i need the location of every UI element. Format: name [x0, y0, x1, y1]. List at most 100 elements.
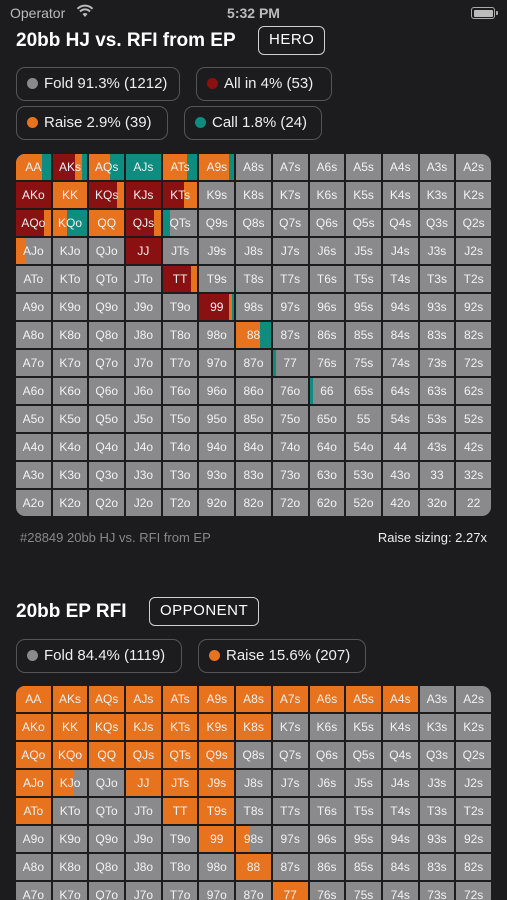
hand-cell-A9o[interactable]: A9o — [16, 294, 51, 320]
hand-cell-A7s[interactable]: A7s — [272, 154, 308, 180]
hand-cell-52o[interactable]: 52o — [346, 490, 381, 516]
hand-cell-QJo[interactable]: QJo — [89, 770, 125, 796]
hand-cell-QQ[interactable]: QQ — [89, 742, 125, 768]
hand-cell-95s[interactable]: 95s — [346, 294, 381, 320]
hand-cell-97s[interactable]: 97s — [272, 294, 308, 320]
hand-cell-QJo[interactable]: QJo — [89, 238, 125, 264]
hand-cell-JJ[interactable]: JJ — [126, 238, 161, 264]
hand-cell-AJo[interactable]: AJo — [16, 238, 51, 264]
hand-cell-65s[interactable]: 65s — [346, 378, 381, 404]
hand-cell-A9o[interactable]: A9o — [16, 826, 51, 852]
hand-cell-44[interactable]: 44 — [382, 434, 418, 460]
hand-cell-T9s[interactable]: T9s — [199, 266, 235, 292]
hand-cell-A5s[interactable]: A5s — [346, 154, 381, 180]
hand-cell-K7s[interactable]: K7s — [272, 182, 308, 208]
hand-cell-KJo[interactable]: KJo — [52, 238, 88, 264]
hand-cell-KQo[interactable]: KQo — [52, 210, 88, 236]
hand-cell-65o[interactable]: 65o — [309, 406, 345, 432]
hand-cell-75s[interactable]: 75s — [346, 882, 381, 900]
hand-cell-J9o[interactable]: J9o — [126, 826, 161, 852]
hand-cell-97o[interactable]: 97o — [199, 350, 235, 376]
hand-cell-83s[interactable]: 83s — [419, 322, 455, 348]
hand-cell-JTo[interactable]: JTo — [126, 798, 161, 824]
hand-cell-94o[interactable]: 94o — [199, 434, 235, 460]
hand-cell-T8s[interactable]: T8s — [236, 266, 271, 292]
hand-cell-T3o[interactable]: T3o — [162, 462, 198, 488]
hand-cell-99[interactable]: 99 — [199, 294, 235, 320]
hand-cell-T4s[interactable]: T4s — [382, 798, 418, 824]
hand-cell-T7o[interactable]: T7o — [162, 350, 198, 376]
hand-cell-87s[interactable]: 87s — [272, 854, 308, 880]
hand-cell-J9s[interactable]: J9s — [199, 770, 235, 796]
hand-cell-JJ[interactable]: JJ — [126, 770, 161, 796]
hand-cell-43s[interactable]: 43s — [419, 434, 455, 460]
hand-cell-75s[interactable]: 75s — [346, 350, 381, 376]
hand-cell-85s[interactable]: 85s — [346, 322, 381, 348]
hand-cell-97s[interactable]: 97s — [272, 826, 308, 852]
hand-cell-A5s[interactable]: A5s — [346, 686, 381, 712]
hand-cell-J3s[interactable]: J3s — [419, 238, 455, 264]
hand-cell-J3s[interactable]: J3s — [419, 770, 455, 796]
hand-cell-98s[interactable]: 98s — [236, 294, 271, 320]
hand-cell-42o[interactable]: 42o — [382, 490, 418, 516]
hand-cell-77[interactable]: 77 — [272, 350, 308, 376]
hand-cell-82s[interactable]: 82s — [456, 854, 491, 880]
hand-cell-Q6s[interactable]: Q6s — [309, 210, 345, 236]
hand-cell-Q4o[interactable]: Q4o — [89, 434, 125, 460]
hand-cell-A9s[interactable]: A9s — [199, 686, 235, 712]
hand-cell-T6o[interactable]: T6o — [162, 378, 198, 404]
hand-cell-J2s[interactable]: J2s — [456, 770, 491, 796]
legend-fold-pill-opponent[interactable]: Fold 84.4% (1119) — [16, 639, 182, 673]
hand-cell-T3s[interactable]: T3s — [419, 798, 455, 824]
hand-cell-A7s[interactable]: A7s — [272, 686, 308, 712]
hand-cell-62o[interactable]: 62o — [309, 490, 345, 516]
hand-cell-J9o[interactable]: J9o — [126, 294, 161, 320]
hand-cell-84s[interactable]: 84s — [382, 854, 418, 880]
hand-cell-ATs[interactable]: ATs — [162, 686, 198, 712]
hand-cell-AJs[interactable]: AJs — [126, 686, 161, 712]
hand-cell-94s[interactable]: 94s — [382, 826, 418, 852]
hand-cell-ATs[interactable]: ATs — [162, 154, 198, 180]
hand-cell-A3s[interactable]: A3s — [419, 154, 455, 180]
hand-cell-95s[interactable]: 95s — [346, 826, 381, 852]
hand-cell-85o[interactable]: 85o — [236, 406, 271, 432]
hand-cell-76s[interactable]: 76s — [309, 350, 345, 376]
hand-cell-J6o[interactable]: J6o — [126, 378, 161, 404]
hand-cell-72s[interactable]: 72s — [456, 350, 491, 376]
hand-cell-64s[interactable]: 64s — [382, 378, 418, 404]
hand-cell-AJo[interactable]: AJo — [16, 770, 51, 796]
hand-cell-T6s[interactable]: T6s — [309, 266, 345, 292]
hand-cell-QJs[interactable]: QJs — [126, 210, 161, 236]
hand-cell-K5s[interactable]: K5s — [346, 714, 381, 740]
hand-cell-75o[interactable]: 75o — [272, 406, 308, 432]
hand-cell-AQs[interactable]: AQs — [89, 154, 125, 180]
hand-cell-93s[interactable]: 93s — [419, 826, 455, 852]
hand-cell-AKs[interactable]: AKs — [52, 154, 88, 180]
hand-cell-96s[interactable]: 96s — [309, 294, 345, 320]
hand-cell-T7o[interactable]: T7o — [162, 882, 198, 900]
hand-cell-J8o[interactable]: J8o — [126, 854, 161, 880]
hand-cell-93s[interactable]: 93s — [419, 294, 455, 320]
hand-cell-J4s[interactable]: J4s — [382, 770, 418, 796]
hand-cell-J6s[interactable]: J6s — [309, 238, 345, 264]
hand-cell-JTs[interactable]: JTs — [162, 238, 198, 264]
hand-cell-K9s[interactable]: K9s — [199, 714, 235, 740]
hand-cell-A2s[interactable]: A2s — [456, 686, 491, 712]
hand-cell-AA[interactable]: AA — [16, 154, 51, 180]
hand-cell-KQs[interactable]: KQs — [89, 182, 125, 208]
hand-cell-A7o[interactable]: A7o — [16, 350, 51, 376]
hand-cell-K4s[interactable]: K4s — [382, 182, 418, 208]
hand-cell-K6s[interactable]: K6s — [309, 714, 345, 740]
hand-cell-84o[interactable]: 84o — [236, 434, 271, 460]
hand-cell-A8s[interactable]: A8s — [236, 686, 271, 712]
hand-cell-43o[interactable]: 43o — [382, 462, 418, 488]
hand-cell-TT[interactable]: TT — [162, 798, 198, 824]
hand-cell-QTo[interactable]: QTo — [89, 798, 125, 824]
hand-cell-T7s[interactable]: T7s — [272, 798, 308, 824]
hand-cell-A6o[interactable]: A6o — [16, 378, 51, 404]
hand-cell-A3o[interactable]: A3o — [16, 462, 51, 488]
hand-cell-T4o[interactable]: T4o — [162, 434, 198, 460]
hand-cell-66[interactable]: 66 — [309, 378, 345, 404]
hand-cell-A4s[interactable]: A4s — [382, 686, 418, 712]
hand-cell-42s[interactable]: 42s — [456, 434, 491, 460]
